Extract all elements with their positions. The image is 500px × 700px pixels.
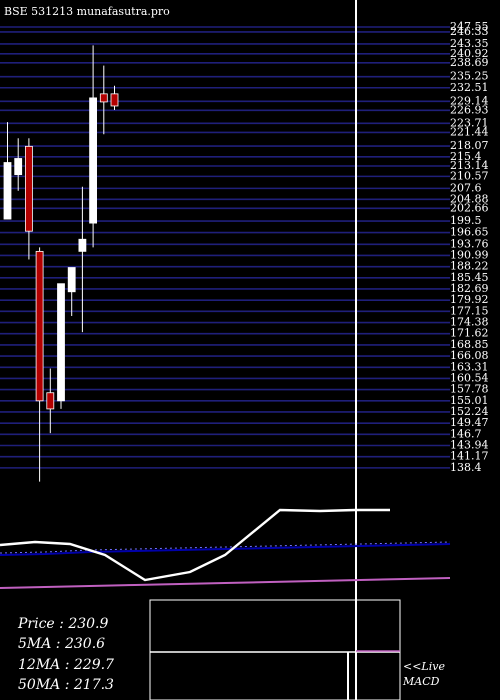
price-tick-label: 235.25 [450, 70, 489, 83]
macd-box [149, 599, 401, 700]
candle-body [3, 162, 12, 220]
price-tick-label: 223.71 [450, 116, 489, 129]
price-tick-label: 138.4 [450, 461, 482, 474]
price-tick-label: 229.14 [450, 94, 489, 107]
price-tick-label: 202.66 [450, 201, 489, 214]
price-tick-label: 218.07 [450, 139, 489, 152]
candle-body [99, 93, 108, 103]
price-tick-label: 174.38 [450, 316, 489, 329]
price-tick-label: 163.31 [450, 360, 489, 373]
price-tick-label: 247.55 [450, 20, 489, 33]
stats-box: Price : 230.9 5MA : 230.6 12MA : 229.7 5… [17, 616, 114, 693]
candle-body [35, 250, 44, 402]
price-readout: Price : 230.9 [17, 616, 109, 632]
price-tick-label: 182.69 [450, 282, 489, 295]
candle-body [57, 283, 65, 402]
oscillator-line [0, 508, 390, 582]
price-tick-label: 226.93 [450, 103, 489, 116]
macd-panel: <<Live MACD [149, 599, 445, 700]
macd-label: MACD [402, 675, 440, 688]
price-tick-label: 232.51 [450, 81, 489, 94]
price-tick-label: 179.92 [450, 293, 489, 306]
ma50-readout: 50MA : 217.3 [18, 677, 114, 693]
candle-body [14, 158, 23, 176]
price-tick-label: 213.14 [450, 159, 489, 172]
price-tick-label: 171.62 [450, 327, 489, 340]
price-tick-label: 193.76 [450, 237, 489, 250]
price-tick-label: 168.85 [450, 338, 489, 351]
price-tick-label: 221.44 [450, 125, 489, 138]
price-tick-label: 196.65 [450, 226, 489, 239]
price-tick-label: 199.5 [450, 214, 482, 227]
price-tick-label: 157.78 [450, 383, 489, 396]
price-tick-label: 152.24 [450, 405, 489, 418]
price-grid [0, 26, 450, 469]
price-tick-label: 177.15 [450, 304, 489, 317]
candle-body [24, 145, 33, 232]
chart-title: BSE 531213 munafasutra.pro [4, 5, 170, 18]
candle-body [67, 267, 76, 293]
price-tick-label: 155.01 [450, 394, 489, 407]
ma-dotted-line [0, 541, 451, 554]
candle-body [110, 93, 119, 107]
price-tick-label: 207.6 [450, 181, 482, 194]
price-tick-label: 246.33 [450, 25, 489, 38]
price-tick-label: 240.92 [450, 47, 489, 60]
candle-body [46, 392, 55, 410]
ma-long-line [0, 543, 451, 556]
candle-body [89, 97, 97, 224]
price-tick-label: 210.57 [450, 169, 489, 182]
indicator-panel [0, 508, 451, 589]
price-tick-label: 141.17 [450, 450, 489, 463]
price-tick-label: 146.7 [450, 427, 482, 440]
price-tick-label: 166.08 [450, 349, 489, 362]
ma12-readout: 12MA : 229.7 [18, 657, 114, 673]
price-tick-label: 160.54 [450, 371, 489, 384]
price-tick-label: 149.47 [450, 416, 489, 429]
price-tick-label: 185.45 [450, 271, 489, 284]
candle-body [78, 238, 87, 252]
price-axis-ticks: 247.55246.33243.35240.92238.69235.25232.… [450, 20, 489, 474]
price-tick-label: 238.69 [450, 56, 489, 69]
price-tick-label: 215.4 [450, 150, 482, 163]
price-tick-label: 143.94 [450, 439, 489, 452]
price-tick-label: 188.22 [450, 260, 489, 273]
macd-live-label: <<Live [403, 660, 445, 673]
price-tick-label: 243.35 [450, 37, 489, 50]
candlestick-series [3, 45, 119, 482]
ma-short-line [0, 577, 451, 589]
price-tick-label: 204.88 [450, 192, 489, 205]
price-tick-label: 190.99 [450, 248, 489, 261]
ma5-readout: 5MA : 230.6 [18, 636, 105, 652]
